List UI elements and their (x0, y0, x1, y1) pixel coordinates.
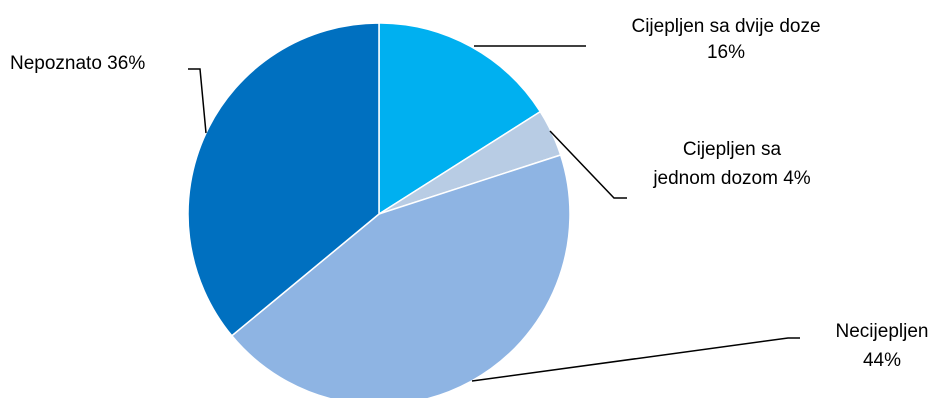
slice-label-line: Nepoznato 36% (10, 53, 145, 74)
slice-label-2: Necijepljen 44% (836, 321, 929, 371)
pie-slice-2 (230, 154, 571, 398)
pie-slices (187, 22, 571, 398)
slice-labels: Cijepljen sa dvije doze 16% Cijepljen sa je… (10, 16, 928, 371)
leader-line-1 (549, 130, 627, 199)
slice-label-line: Cijepljen sa dvije doze (631, 16, 820, 37)
leader-line-2 (471, 337, 800, 382)
slice-label-line: jednom dozom 4% (652, 168, 810, 189)
slice-label-line: Cijepljen sa (683, 139, 782, 160)
leader-line-3 (188, 68, 207, 134)
leader-lines (188, 45, 800, 382)
slice-label-line: 44% (863, 350, 901, 371)
pie-slice-0 (378, 22, 542, 216)
slice-label-1: Cijepljen sa jednom dozom 4% (652, 139, 810, 189)
slice-label-line: Necijepljen (836, 321, 929, 342)
slice-label-line: 16% (707, 42, 745, 63)
slice-label-3: Nepoznato 36% (10, 53, 145, 74)
slice-label-0: Cijepljen sa dvije doze 16% (631, 16, 820, 63)
